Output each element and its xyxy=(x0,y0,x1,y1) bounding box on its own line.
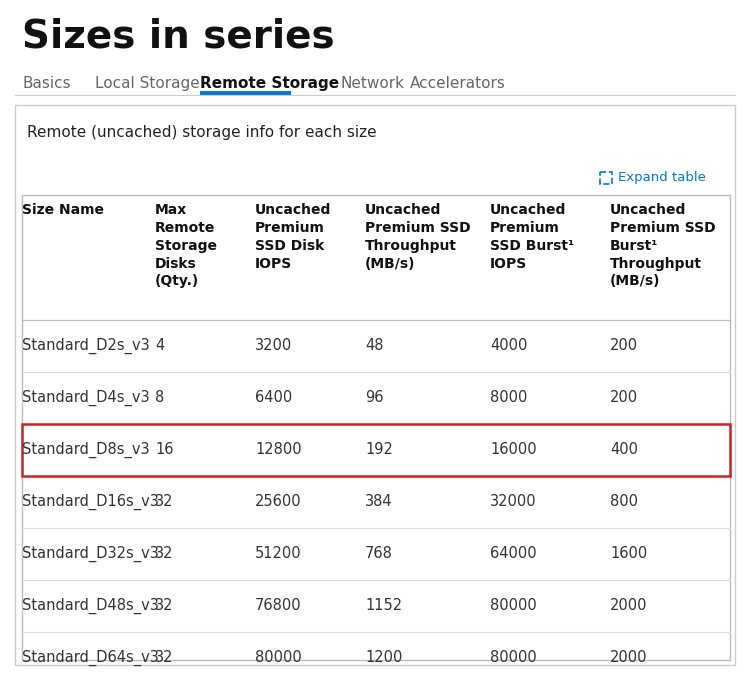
Text: Standard_D16s_v3: Standard_D16s_v3 xyxy=(22,494,159,510)
Text: Standard_D2s_v3: Standard_D2s_v3 xyxy=(22,338,150,354)
Text: Standard_D32s_v3: Standard_D32s_v3 xyxy=(22,546,159,562)
Text: 6400: 6400 xyxy=(255,390,292,406)
Text: 200: 200 xyxy=(610,338,638,353)
Text: Uncached
Premium
SSD Disk
IOPS: Uncached Premium SSD Disk IOPS xyxy=(255,203,332,270)
Text: Accelerators: Accelerators xyxy=(410,76,506,91)
Text: 76800: 76800 xyxy=(255,599,302,613)
Text: 3200: 3200 xyxy=(255,338,292,353)
Text: Uncached
Premium SSD
Burst¹
Throughput
(MB/s): Uncached Premium SSD Burst¹ Throughput (… xyxy=(610,203,716,288)
Text: 2000: 2000 xyxy=(610,650,647,665)
Text: 80000: 80000 xyxy=(255,650,302,665)
Text: 32: 32 xyxy=(155,650,173,665)
Text: 192: 192 xyxy=(365,443,393,458)
Text: 32000: 32000 xyxy=(490,495,537,510)
Text: 384: 384 xyxy=(365,495,393,510)
Text: Network: Network xyxy=(340,76,404,91)
Text: 16000: 16000 xyxy=(490,443,537,458)
Text: 400: 400 xyxy=(610,443,638,458)
Text: 8000: 8000 xyxy=(490,390,527,406)
Text: 25600: 25600 xyxy=(255,495,302,510)
Text: 4: 4 xyxy=(155,338,164,353)
Text: Uncached
Premium SSD
Throughput
(MB/s): Uncached Premium SSD Throughput (MB/s) xyxy=(365,203,471,270)
Text: 80000: 80000 xyxy=(490,650,537,665)
Text: 64000: 64000 xyxy=(490,547,537,561)
Text: 200: 200 xyxy=(610,390,638,406)
Text: 32: 32 xyxy=(155,547,173,561)
Text: 16: 16 xyxy=(155,443,173,458)
Text: 32: 32 xyxy=(155,599,173,613)
Bar xyxy=(600,172,612,184)
Bar xyxy=(15,105,735,665)
Text: 800: 800 xyxy=(610,495,638,510)
Text: Uncached
Premium
SSD Burst¹
IOPS: Uncached Premium SSD Burst¹ IOPS xyxy=(490,203,574,270)
Text: 96: 96 xyxy=(365,390,383,406)
Text: 768: 768 xyxy=(365,547,393,561)
Text: Standard_D48s_v3: Standard_D48s_v3 xyxy=(22,598,159,614)
Text: Standard_D4s_v3: Standard_D4s_v3 xyxy=(22,390,149,406)
Text: Local Storage: Local Storage xyxy=(95,76,200,91)
Text: 8: 8 xyxy=(155,390,164,406)
Text: 80000: 80000 xyxy=(490,599,537,613)
Text: Remote Storage: Remote Storage xyxy=(200,76,339,91)
Text: Standard_D64s_v3: Standard_D64s_v3 xyxy=(22,650,159,666)
Bar xyxy=(22,195,730,660)
Text: Sizes in series: Sizes in series xyxy=(22,17,334,55)
Text: 1600: 1600 xyxy=(610,547,647,561)
Text: Expand table: Expand table xyxy=(618,171,706,185)
Text: Size Name: Size Name xyxy=(22,203,104,217)
Text: 1152: 1152 xyxy=(365,599,402,613)
Text: 32: 32 xyxy=(155,495,173,510)
Text: 51200: 51200 xyxy=(255,547,302,561)
Bar xyxy=(22,424,730,476)
Text: Standard_D8s_v3: Standard_D8s_v3 xyxy=(22,442,149,458)
Text: 12800: 12800 xyxy=(255,443,302,458)
Text: 1200: 1200 xyxy=(365,650,402,665)
Text: Remote (uncached) storage info for each size: Remote (uncached) storage info for each … xyxy=(27,125,376,140)
Text: 2000: 2000 xyxy=(610,599,647,613)
Text: Max
Remote
Storage
Disks
(Qty.): Max Remote Storage Disks (Qty.) xyxy=(155,203,217,288)
Text: 4000: 4000 xyxy=(490,338,527,353)
Text: 48: 48 xyxy=(365,338,383,353)
Text: Basics: Basics xyxy=(22,76,70,91)
